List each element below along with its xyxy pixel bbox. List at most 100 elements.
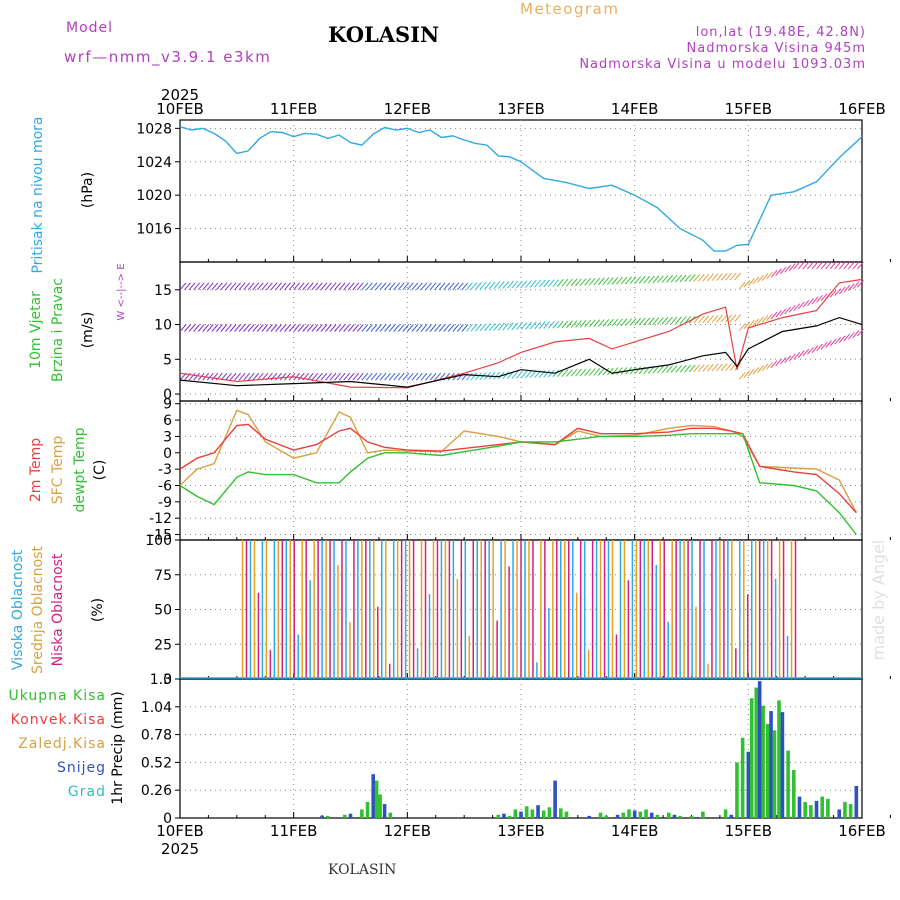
wind-vector <box>720 273 728 281</box>
precip-bar <box>746 751 751 818</box>
precip-bar <box>792 769 796 818</box>
wind-vector <box>434 372 441 381</box>
wind-vector <box>406 282 414 291</box>
wind-vector <box>470 372 478 381</box>
wind-vector <box>502 322 510 331</box>
precip-bar <box>536 805 540 818</box>
wind-vector <box>425 324 432 332</box>
wind-vector <box>343 282 351 291</box>
wind-vector <box>238 372 246 381</box>
wind-vector <box>652 275 660 284</box>
wind-vector <box>579 278 587 286</box>
wind-vector <box>857 261 864 270</box>
wind-vector <box>406 324 414 332</box>
wind-vector <box>529 370 537 379</box>
precip-ytick-label: 1.3 <box>150 672 172 688</box>
wind-vector <box>629 318 637 326</box>
wind-vector <box>297 324 305 332</box>
model-label: Model <box>66 20 114 36</box>
wind-vector <box>556 279 564 287</box>
wind-vector <box>343 324 351 332</box>
wind-vector <box>238 324 246 332</box>
wind-vector <box>666 365 673 374</box>
temperature-ytick-label: -12 <box>149 511 172 527</box>
wind-vector <box>461 282 469 291</box>
wind-vector <box>647 275 655 284</box>
wind-vector <box>397 324 405 332</box>
wind-vector <box>197 282 205 291</box>
wind-vector <box>361 282 369 291</box>
wind-vector <box>566 369 573 377</box>
wind-vector <box>388 324 396 332</box>
wind-vector <box>220 324 228 332</box>
wind-vector <box>797 261 805 270</box>
precip-bar <box>655 814 660 818</box>
wind-vector <box>588 277 596 286</box>
wind-vector <box>666 275 673 283</box>
wind-vector <box>825 261 833 270</box>
wind-vector <box>616 318 623 327</box>
wind-vector <box>225 372 232 381</box>
wind-vector <box>670 274 678 283</box>
wind-vector <box>547 279 555 288</box>
precip-bar <box>797 796 802 818</box>
precip-bar <box>502 813 506 818</box>
wind-vector <box>429 282 437 291</box>
wind-vector <box>302 282 310 291</box>
wind-vector <box>211 324 219 332</box>
wind-vector <box>643 317 651 326</box>
wind-vector <box>543 321 551 329</box>
wind-vector <box>316 282 323 291</box>
wind-vector <box>279 372 287 381</box>
wind-vector <box>252 372 260 381</box>
wind-vector <box>752 276 760 285</box>
wind-vector <box>529 321 537 330</box>
wind-vector <box>456 282 464 291</box>
wind-vector <box>388 282 396 291</box>
wind-vector <box>256 282 264 291</box>
precip-bar <box>564 811 569 818</box>
wind-vector <box>738 323 746 331</box>
wind-vector <box>329 282 337 291</box>
wind-vector <box>707 315 714 323</box>
wind-vector <box>779 308 787 316</box>
wind-vector <box>775 358 782 367</box>
wind-vector <box>843 284 851 293</box>
wind-vector <box>270 324 278 332</box>
wind-vector <box>670 365 678 373</box>
precip-legend-item: Snijeg <box>57 760 106 776</box>
precip-bar <box>378 794 382 818</box>
wind-vector <box>584 278 592 286</box>
wind-vector <box>320 282 328 291</box>
wind-vector <box>593 368 601 376</box>
wind-vector <box>597 319 605 327</box>
sfc-temp-line <box>179 409 857 514</box>
wind-vector <box>788 263 796 271</box>
wind-vector <box>243 324 251 332</box>
precip-bar <box>803 801 807 818</box>
wind-vector <box>547 369 555 378</box>
precip-bar <box>513 809 518 818</box>
wind-vector <box>393 372 401 381</box>
precip-bar <box>587 815 591 818</box>
wind-vector <box>611 318 619 327</box>
lonlat-label: lon,lat (19.48E, 42.8N) <box>695 25 866 40</box>
precip-bar <box>320 815 324 818</box>
wind-vector <box>620 318 628 327</box>
wind-vector <box>211 372 219 381</box>
precip-bar <box>740 737 745 818</box>
wind-vector <box>584 368 592 377</box>
wind-vector <box>716 363 723 372</box>
precip-bar <box>754 687 759 818</box>
wind-vector <box>725 363 732 371</box>
wind-vector <box>447 324 455 332</box>
wind-vector <box>802 348 810 357</box>
bottom-year-label: 2025 <box>161 840 199 858</box>
wind-vector <box>425 372 432 381</box>
wind-vector <box>247 372 255 381</box>
wind-vector <box>188 372 196 381</box>
wind-vector <box>575 368 582 377</box>
precip-bar <box>615 814 620 818</box>
wind-vector <box>452 324 460 332</box>
wind-vector <box>816 294 823 303</box>
